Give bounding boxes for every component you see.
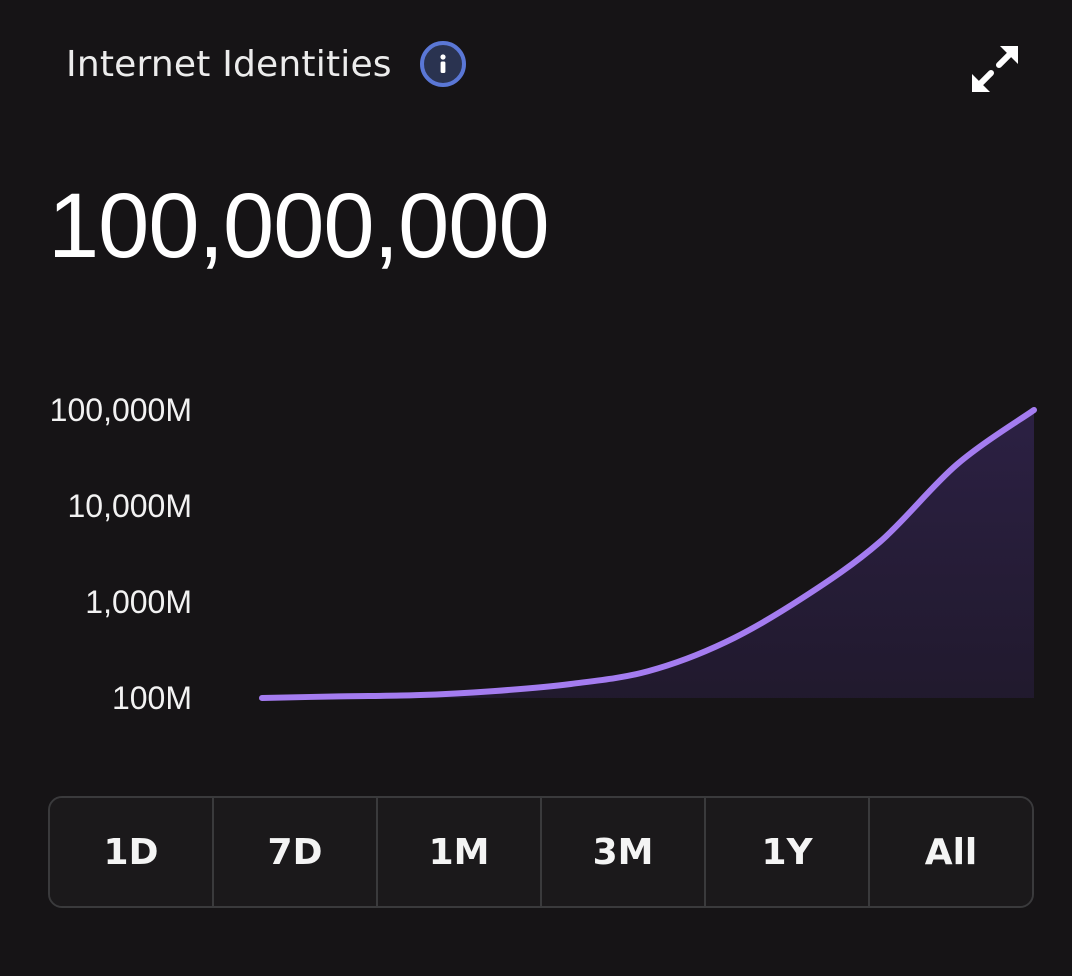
y-tick-label: 100M [112, 680, 192, 716]
series-line [259, 407, 1037, 701]
card-title: Internet Identities [66, 43, 392, 85]
range-button-1d[interactable]: 1D [50, 798, 214, 906]
range-button-1m[interactable]: 1M [378, 798, 542, 906]
range-button-1y[interactable]: 1Y [706, 798, 870, 906]
range-button-7d[interactable]: 7D [214, 798, 378, 906]
range-selector: 1D 7D 1M 3M 1Y All [48, 796, 1034, 908]
expand-button[interactable] [966, 40, 1024, 98]
card-header: Internet Identities [66, 36, 466, 92]
y-tick-label: 1,000M [85, 584, 192, 620]
y-tick-label: 10,000M [67, 488, 192, 524]
identities-count: 100,000,000 [48, 175, 550, 277]
expand-icon [972, 46, 1018, 92]
area-fill [262, 410, 1034, 698]
info-icon [440, 54, 446, 73]
range-button-3m[interactable]: 3M [542, 798, 706, 906]
range-button-all[interactable]: All [870, 798, 1032, 906]
info-button[interactable] [419, 41, 466, 87]
identities-chart: 100,000M 10,000M 1,000M 100M [50, 392, 1037, 716]
y-tick-label: 100,000M [50, 392, 192, 428]
